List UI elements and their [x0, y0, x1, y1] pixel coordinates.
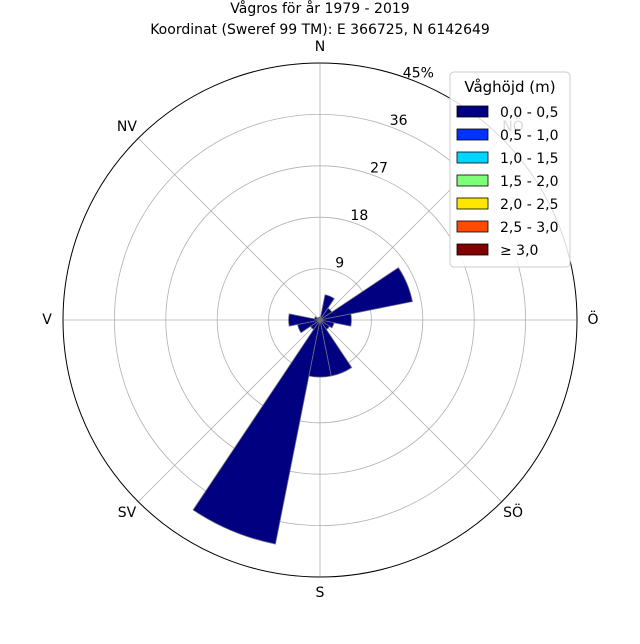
radial-tick-label-0: 9 [335, 256, 344, 272]
legend-title: Våghöjd (m) [464, 78, 555, 96]
direction-label-sö: SÖ [503, 503, 523, 521]
legend-label-6: ≥ 3,0 [500, 243, 538, 259]
legend-swatch-0 [456, 105, 489, 118]
legend-label-1: 0,5 - 1,0 [500, 128, 558, 144]
angular-gridline-7 [137, 137, 321, 321]
direction-label-s: S [316, 585, 325, 601]
rose-bar-0-15 [317, 316, 321, 321]
legend-label-5: 2,5 - 3,0 [500, 220, 558, 236]
radial-tick-label-1: 18 [350, 208, 368, 224]
rose-bar-0-4 [319, 313, 352, 327]
legend-swatch-4 [456, 197, 489, 210]
legend-label-4: 2,0 - 2,5 [500, 197, 558, 213]
direction-label-sv: SV [118, 505, 137, 521]
radial-tick-label-2: 27 [370, 161, 388, 177]
rose-bar-0-9 [192, 319, 321, 545]
polar-plot-area: NNVVSVSSÖÖNÖ918273645% [42, 39, 598, 601]
angular-gridline-3 [319, 319, 503, 503]
direction-label-ö: Ö [587, 310, 598, 328]
legend-box [449, 71, 571, 268]
direction-label-v: V [42, 312, 52, 328]
legend-swatch-5 [456, 220, 489, 233]
rose-bar-0-12 [288, 313, 321, 327]
angular-gridline-5 [137, 319, 321, 503]
polar-frame [62, 62, 578, 578]
legend-swatch-1 [456, 128, 489, 141]
rose-bar-0-1 [319, 294, 335, 321]
chart-subtitle: Koordinat (Sweref 99 TM): E 366725, N 61… [150, 22, 490, 38]
direction-label-n: N [315, 39, 325, 55]
legend-swatch-6 [456, 243, 489, 256]
legend-swatch-2 [456, 151, 489, 164]
legend-swatch-3 [456, 174, 489, 187]
chart-title: Vågros för år 1979 - 2019 [230, 0, 409, 17]
rose-bar-0-3 [319, 267, 413, 321]
legend-label-0: 0,0 - 0,5 [500, 105, 558, 121]
legend-label-3: 1,5 - 2,0 [500, 174, 558, 190]
radial-tick-label-4: 45% [403, 66, 434, 82]
direction-label-nv: NV [117, 119, 137, 135]
legend: Våghöjd (m) 0,0 - 0,5 0,5 - 1,0 1,0 - 1,5 1,… [449, 71, 571, 268]
radial-tick-label-3: 36 [390, 113, 408, 129]
legend-label-2: 1,0 - 1,5 [500, 151, 558, 167]
